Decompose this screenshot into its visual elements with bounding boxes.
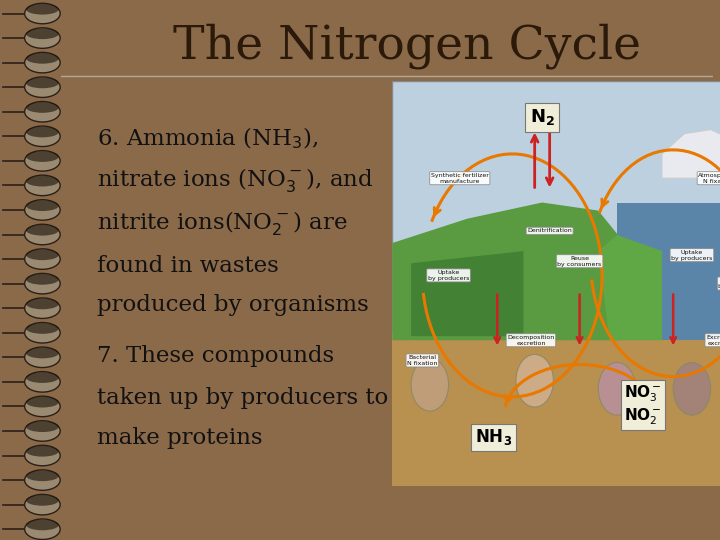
Ellipse shape (26, 249, 59, 260)
Text: Reuse
by consumers: Reuse by consumers (557, 256, 602, 267)
Text: Uptake
by producers: Uptake by producers (428, 270, 469, 281)
Text: nitrate ions (NO$_3^-$), and: nitrate ions (NO$_3^-$), and (97, 167, 374, 195)
Polygon shape (392, 202, 624, 340)
Ellipse shape (24, 347, 60, 368)
Ellipse shape (26, 53, 59, 64)
Ellipse shape (26, 77, 59, 88)
Ellipse shape (24, 52, 60, 73)
Polygon shape (617, 202, 720, 340)
Polygon shape (662, 130, 720, 178)
Text: taken up by producers to: taken up by producers to (97, 387, 388, 409)
Text: $\mathbf{NH_3}$: $\mathbf{NH_3}$ (475, 427, 512, 448)
Ellipse shape (24, 519, 60, 539)
Text: 7. These compounds: 7. These compounds (97, 346, 334, 367)
Ellipse shape (26, 299, 59, 309)
Ellipse shape (26, 28, 59, 39)
Ellipse shape (26, 421, 59, 432)
Ellipse shape (24, 446, 60, 466)
Ellipse shape (24, 396, 60, 417)
Ellipse shape (24, 495, 60, 515)
Text: produced by organisms: produced by organisms (97, 294, 369, 316)
Text: found in wastes: found in wastes (97, 255, 279, 276)
Ellipse shape (24, 3, 60, 24)
Ellipse shape (26, 495, 59, 506)
Ellipse shape (24, 298, 60, 319)
Ellipse shape (24, 224, 60, 245)
Ellipse shape (598, 362, 636, 415)
Ellipse shape (24, 28, 60, 48)
Ellipse shape (24, 372, 60, 392)
Ellipse shape (26, 102, 59, 113)
Ellipse shape (26, 372, 59, 383)
Ellipse shape (24, 273, 60, 294)
Text: Bacterial
N fixation: Bacterial N fixation (408, 355, 438, 366)
Ellipse shape (26, 225, 59, 235)
Text: 6. Ammonia (NH$_3$),: 6. Ammonia (NH$_3$), (97, 125, 319, 151)
Text: Synthetic fertilizer
manufacture: Synthetic fertilizer manufacture (431, 173, 489, 184)
Text: nitrite ions(NO$_2^-$) are: nitrite ions(NO$_2^-$) are (97, 210, 348, 238)
Ellipse shape (411, 359, 449, 411)
Ellipse shape (26, 176, 59, 186)
Ellipse shape (26, 274, 59, 285)
Text: Atmospheric
N fixation: Atmospheric N fixation (698, 173, 720, 184)
Ellipse shape (26, 519, 59, 530)
Polygon shape (411, 251, 523, 336)
Ellipse shape (26, 397, 59, 408)
Ellipse shape (26, 126, 59, 137)
Text: Uptake
by producers: Uptake by producers (671, 249, 713, 260)
Text: Denitrification: Denitrification (527, 228, 572, 233)
Ellipse shape (26, 446, 59, 457)
Text: NO$_3^-$
NO$_2^-$: NO$_3^-$ NO$_2^-$ (624, 383, 662, 427)
Ellipse shape (26, 348, 59, 359)
Ellipse shape (24, 102, 60, 122)
Ellipse shape (26, 200, 59, 211)
Ellipse shape (26, 470, 59, 481)
Ellipse shape (24, 126, 60, 146)
Ellipse shape (673, 362, 711, 415)
Ellipse shape (26, 4, 59, 15)
Text: Reuse
by consumers: Reuse by consumers (719, 278, 720, 289)
Text: $\mathbf{N_2}$: $\mathbf{N_2}$ (530, 107, 554, 127)
Ellipse shape (24, 470, 60, 490)
Ellipse shape (24, 200, 60, 220)
Ellipse shape (516, 354, 554, 407)
FancyBboxPatch shape (392, 81, 720, 486)
Ellipse shape (24, 322, 60, 343)
Text: make proteins: make proteins (97, 428, 263, 449)
Text: The Nitrogen Cycle: The Nitrogen Cycle (173, 23, 641, 69)
Text: Excretion,
excretion: Excretion, excretion (706, 335, 720, 346)
Ellipse shape (26, 151, 59, 162)
Ellipse shape (26, 323, 59, 334)
Ellipse shape (24, 249, 60, 269)
Polygon shape (598, 235, 662, 340)
Ellipse shape (24, 77, 60, 97)
Ellipse shape (24, 175, 60, 195)
Ellipse shape (24, 421, 60, 441)
Text: Decomposition
excretion: Decomposition excretion (508, 335, 554, 346)
Ellipse shape (24, 151, 60, 171)
FancyBboxPatch shape (392, 332, 720, 486)
